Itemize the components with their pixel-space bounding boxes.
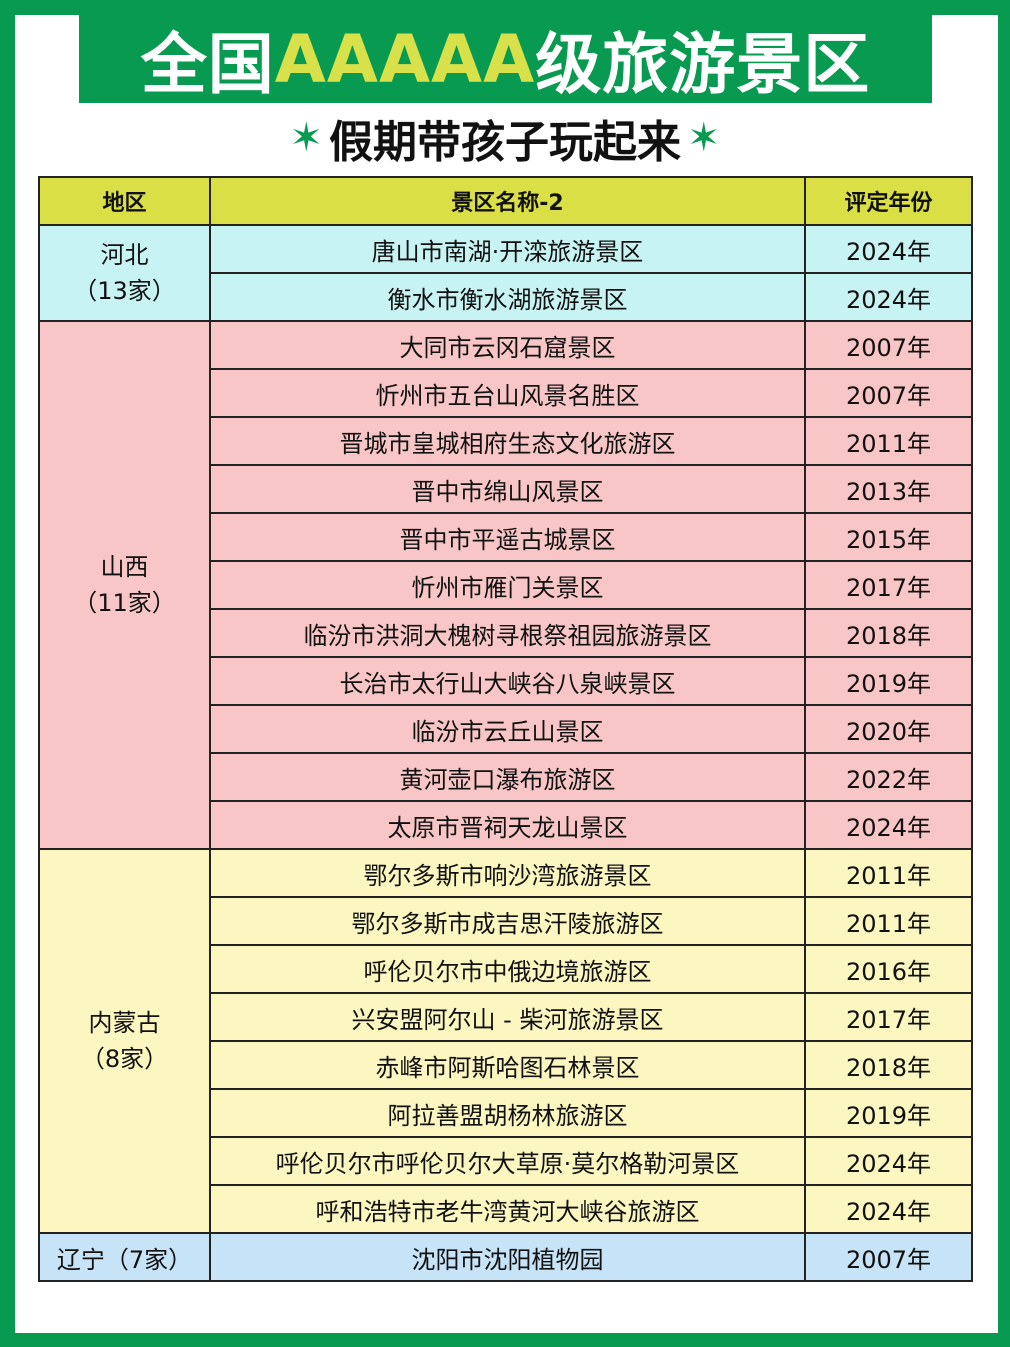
rating-year-cell: 2019年 bbox=[804, 1088, 973, 1138]
table-row: 呼伦贝尔市呼伦贝尔大草原·莫尔格勒河景区 2024年 bbox=[39, 1136, 973, 1186]
table-row: 晋城市皇城相府生态文化旅游区 2011年 bbox=[39, 416, 973, 466]
table-row: 河北 （13家） 唐山市南湖·开滦旅游景区 2024年 bbox=[38, 224, 973, 322]
rating-year-cell: 2018年 bbox=[804, 1040, 973, 1090]
rating-year-cell: 2024年 bbox=[804, 800, 973, 850]
rating-year-cell: 2013年 bbox=[804, 464, 973, 514]
scenic-name-cell: 忻州市雁门关景区 bbox=[209, 560, 806, 610]
title-banner: 全国 AAAAA 级旅游景区 bbox=[79, 15, 932, 103]
scenic-name-cell: 临汾市洪洞大槐树寻根祭祖园旅游景区 bbox=[209, 608, 806, 658]
region-name: 河北 bbox=[100, 241, 149, 269]
table-row: 内蒙古 （8家） 鄂尔多斯市响沙湾旅游景区 2011年 bbox=[38, 848, 973, 1234]
rating-year-cell: 2011年 bbox=[804, 896, 973, 946]
table-row: 忻州市雁门关景区 2017年 bbox=[39, 560, 973, 610]
region-name: 山西 bbox=[100, 553, 149, 581]
rating-year-cell: 2016年 bbox=[804, 944, 973, 994]
scenic-name-cell: 黄河壶口瀑布旅游区 bbox=[209, 752, 806, 802]
scenic-name-cell: 晋中市平遥古城景区 bbox=[209, 512, 806, 562]
table-row: 晋中市平遥古城景区 2015年 bbox=[39, 512, 973, 562]
rating-year-cell: 2017年 bbox=[804, 560, 973, 610]
rating-year-cell: 2017年 bbox=[804, 992, 973, 1042]
rating-year-cell: 2024年 bbox=[804, 224, 973, 274]
table-row: 长治市太行山大峡谷八泉峡景区 2019年 bbox=[39, 656, 973, 706]
scenic-name-cell: 忻州市五台山风景名胜区 bbox=[209, 368, 806, 418]
subtitle: ✶ 假期带孩子玩起来 ✶ bbox=[0, 108, 1010, 168]
table-row: 兴安盟阿尔山 - 柴河旅游景区 2017年 bbox=[39, 992, 973, 1042]
rating-year-cell: 2011年 bbox=[804, 848, 973, 898]
scenic-name-cell: 鄂尔多斯市成吉思汗陵旅游区 bbox=[209, 896, 806, 946]
rating-year-cell: 2007年 bbox=[804, 1232, 973, 1282]
scenic-name-cell: 兴安盟阿尔山 - 柴河旅游景区 bbox=[209, 992, 806, 1042]
header-year: 评定年份 bbox=[804, 176, 973, 226]
rating-year-cell: 2024年 bbox=[804, 1136, 973, 1186]
rating-year-cell: 2015年 bbox=[804, 512, 973, 562]
header-region: 地区 bbox=[38, 176, 211, 226]
scenic-name-cell: 呼伦贝尔市呼伦贝尔大草原·莫尔格勒河景区 bbox=[209, 1136, 806, 1186]
scenic-area-table: 地区 景区名称-2 评定年份 河北 （13家） 唐山市南湖·开滦旅游景区 2024年衡… bbox=[38, 176, 973, 1282]
table-row: 黄河壶口瀑布旅游区 2022年 bbox=[39, 752, 973, 802]
region-name: 辽宁 bbox=[56, 1245, 105, 1274]
scenic-name-cell: 衡水市衡水湖旅游景区 bbox=[209, 272, 806, 322]
scenic-name-cell: 长治市太行山大峡谷八泉峡景区 bbox=[209, 656, 806, 706]
rating-year-cell: 2019年 bbox=[804, 656, 973, 706]
table-row: 阿拉善盟胡杨林旅游区 2019年 bbox=[39, 1088, 973, 1138]
region-cell: 内蒙古 （8家） bbox=[38, 848, 211, 1234]
table-row: 忻州市五台山风景名胜区 2007年 bbox=[39, 368, 973, 418]
region-cell: 河北 （13家） bbox=[38, 224, 211, 322]
table-row: 太原市晋祠天龙山景区 2024年 bbox=[39, 800, 973, 850]
subtitle-text: 假期带孩子玩起来 bbox=[329, 117, 681, 168]
title-prefix: 全国 bbox=[140, 26, 275, 103]
scenic-name-cell: 临汾市云丘山景区 bbox=[209, 704, 806, 754]
scenic-name-cell: 沈阳市沈阳植物园 bbox=[209, 1232, 806, 1282]
scenic-name-cell: 太原市晋祠天龙山景区 bbox=[209, 800, 806, 850]
table-header-row: 地区 景区名称-2 评定年份 bbox=[38, 176, 973, 226]
table-row: 山西 （11家） 大同市云冈石窟景区 2007年 bbox=[38, 320, 973, 850]
region-name: 内蒙古 bbox=[88, 1009, 161, 1037]
region-cell: 山西 （11家） bbox=[38, 320, 211, 850]
region-count: （13家） bbox=[73, 277, 176, 305]
table-row: 赤峰市阿斯哈图石林景区 2018年 bbox=[39, 1040, 973, 1090]
scenic-name-cell: 阿拉善盟胡杨林旅游区 bbox=[209, 1088, 806, 1138]
table-row: 晋中市绵山风景区 2013年 bbox=[39, 464, 973, 514]
rating-year-cell: 2024年 bbox=[804, 1184, 973, 1234]
table-row: 鄂尔多斯市成吉思汗陵旅游区 2011年 bbox=[39, 896, 973, 946]
region-cell: 辽宁（7家） bbox=[38, 1232, 211, 1282]
table-row: 临汾市洪洞大槐树寻根祭祖园旅游景区 2018年 bbox=[39, 608, 973, 658]
rating-year-cell: 2018年 bbox=[804, 608, 973, 658]
table-row: 呼和浩特市老牛湾黄河大峡谷旅游区 2024年 bbox=[39, 1184, 973, 1234]
table-row: 呼伦贝尔市中俄边境旅游区 2016年 bbox=[39, 944, 973, 994]
rating-year-cell: 2024年 bbox=[804, 272, 973, 322]
scenic-name-cell: 鄂尔多斯市响沙湾旅游景区 bbox=[209, 848, 806, 898]
region-count: （11家） bbox=[73, 589, 176, 617]
rating-year-cell: 2007年 bbox=[804, 368, 973, 418]
title-suffix: 级旅游景区 bbox=[535, 26, 871, 103]
header-name: 景区名称-2 bbox=[209, 176, 806, 226]
star-icon: ✶ bbox=[687, 115, 721, 161]
scenic-name-cell: 呼和浩特市老牛湾黄河大峡谷旅游区 bbox=[209, 1184, 806, 1234]
scenic-name-cell: 大同市云冈石窟景区 bbox=[209, 320, 806, 370]
region-count: （8家） bbox=[80, 1045, 169, 1073]
star-icon: ✶ bbox=[289, 115, 323, 161]
table-row: 衡水市衡水湖旅游景区 2024年 bbox=[39, 272, 973, 322]
rating-year-cell: 2011年 bbox=[804, 416, 973, 466]
scenic-name-cell: 呼伦贝尔市中俄边境旅游区 bbox=[209, 944, 806, 994]
title-highlight: AAAAA bbox=[274, 20, 536, 98]
rating-year-cell: 2020年 bbox=[804, 704, 973, 754]
rating-year-cell: 2007年 bbox=[804, 320, 973, 370]
scenic-name-cell: 晋中市绵山风景区 bbox=[209, 464, 806, 514]
scenic-name-cell: 晋城市皇城相府生态文化旅游区 bbox=[209, 416, 806, 466]
table-row: 辽宁（7家） 沈阳市沈阳植物园 2007年 bbox=[38, 1232, 973, 1282]
region-count: （7家） bbox=[104, 1245, 193, 1274]
rating-year-cell: 2022年 bbox=[804, 752, 973, 802]
table-row: 临汾市云丘山景区 2020年 bbox=[39, 704, 973, 754]
scenic-name-cell: 唐山市南湖·开滦旅游景区 bbox=[209, 224, 806, 274]
scenic-name-cell: 赤峰市阿斯哈图石林景区 bbox=[209, 1040, 806, 1090]
